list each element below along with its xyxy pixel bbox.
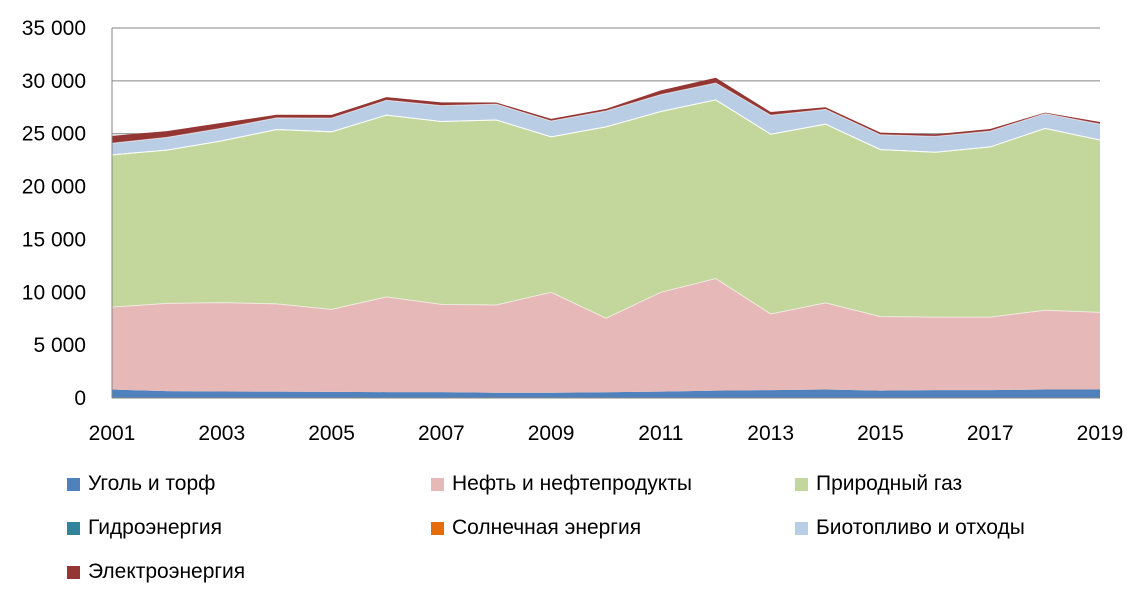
x-tick-label: 2005 [308, 422, 355, 445]
legend-swatch [795, 477, 808, 491]
series-area-6 [112, 82, 1100, 155]
legend-swatch [795, 521, 808, 535]
x-tick-label: 2001 [89, 422, 136, 445]
legend-swatch [67, 521, 80, 535]
legend-item: Электроэнергия [67, 560, 245, 584]
series-boundary-2 [111, 278, 1101, 319]
series-area-3 [112, 99, 1100, 319]
series-boundary-5 [111, 99, 1101, 156]
y-tick-label: 30 000 [22, 70, 86, 93]
y-tick-label: 10 000 [22, 281, 86, 304]
series-area-1 [112, 389, 1100, 398]
legend-label: Природный газ [816, 472, 963, 495]
legend-item: Уголь и торф [67, 472, 215, 496]
legend-swatch [431, 521, 444, 535]
y-tick-label: 35 000 [22, 17, 86, 40]
legend-item: Природный газ [795, 472, 962, 496]
stacked-area-chart: 0 5 000 10 000 15 000 20 000 25 000 30 000 35 0… [22, 17, 1124, 445]
legend-swatch [67, 477, 80, 491]
y-tick-label: 5 000 [33, 334, 86, 357]
legend-label: Биотопливо и отходы [816, 516, 1025, 539]
x-tick-label: 2009 [528, 422, 575, 445]
legend-item: Биотопливо и отходы [795, 516, 1025, 540]
series-area-2 [112, 278, 1100, 393]
x-tick-labels: 2001 2003 2005 2007 2009 2011 2013 2015 2017 2019 [89, 422, 1124, 445]
legend-label: Солнечная энергия [452, 516, 642, 539]
y-tick-label: 15 000 [22, 228, 86, 251]
legend-item: Солнечная энергия [431, 516, 641, 540]
legend-label: Уголь и торф [88, 472, 216, 495]
legend-item: Нефть и нефтепродукты [431, 472, 692, 496]
x-tick-label: 2011 [638, 422, 683, 445]
y-tick-labels: 0 5 000 10 000 15 000 20 000 25 000 30 000 35 0… [22, 17, 86, 410]
x-tick-label: 2019 [1077, 422, 1124, 445]
x-tick-label: 2007 [418, 422, 465, 445]
series-areas [111, 77, 1101, 398]
y-tick-label: 25 000 [22, 123, 86, 146]
legend-swatch [67, 565, 80, 579]
series-area-7 [112, 77, 1100, 144]
legend-swatch [431, 477, 444, 491]
x-tick-label: 2015 [857, 422, 904, 445]
x-tick-label: 2003 [198, 422, 245, 445]
x-tick-label: 2013 [747, 422, 794, 445]
legend-label: Нефть и нефтепродукты [452, 472, 692, 495]
legend: Уголь и торф Нефть и нефтепродукты Природн… [0, 462, 1138, 592]
legend-label: Электроэнергия [88, 560, 246, 583]
y-tick-label: 20 000 [22, 176, 86, 199]
series-boundary-6 [111, 82, 1101, 144]
axes [111, 28, 1100, 399]
y-tick-label: 0 [74, 387, 86, 410]
legend-item: Гидроэнергия [67, 516, 222, 540]
legend-label: Гидроэнергия [88, 516, 222, 539]
x-tick-label: 2017 [967, 422, 1014, 445]
